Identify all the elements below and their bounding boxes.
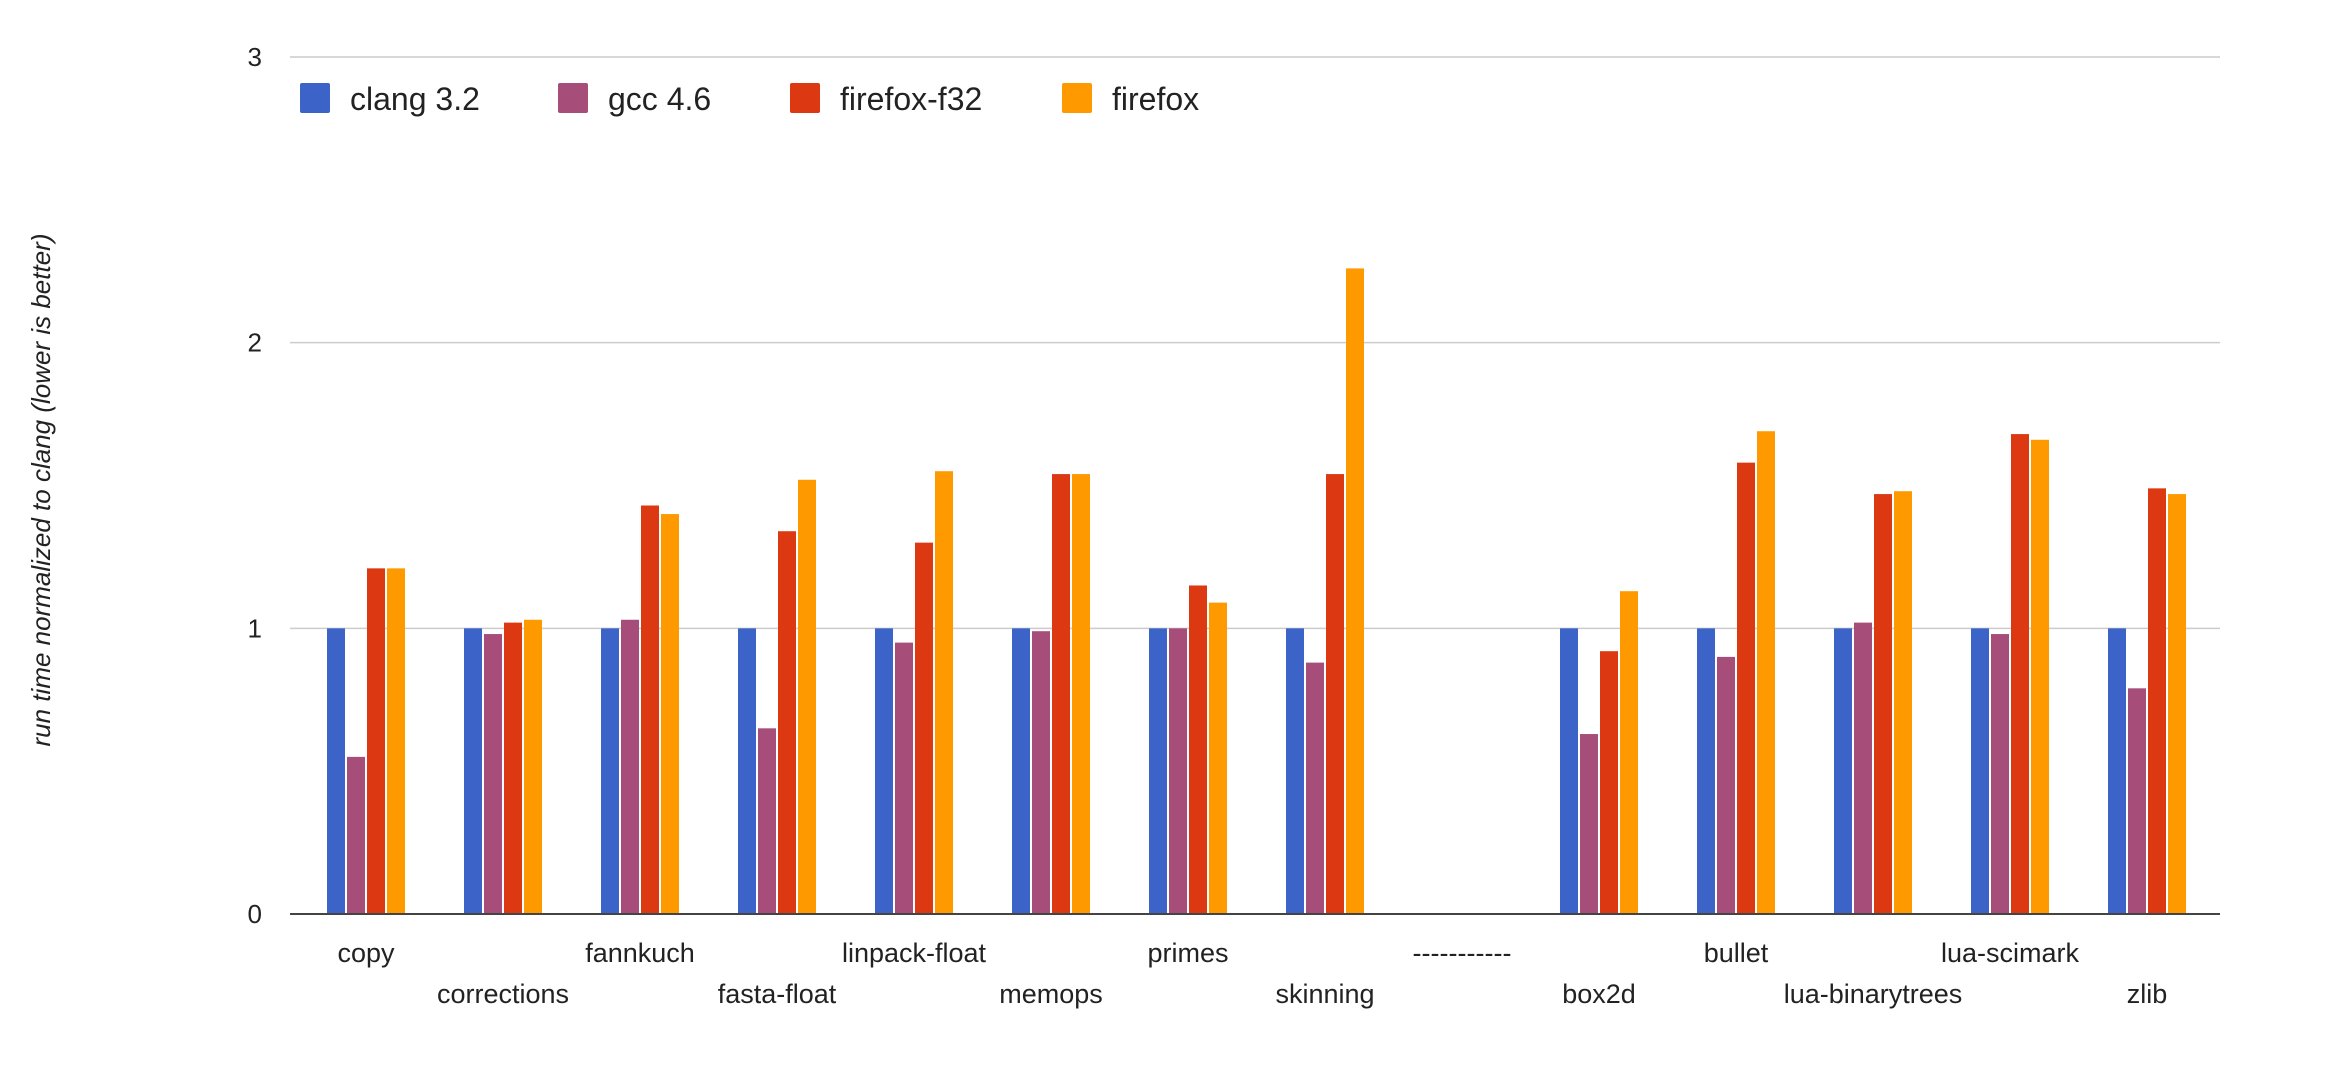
- bar-box2d-firefox: [1620, 591, 1638, 914]
- bar-copy-firefox-f32: [367, 568, 385, 914]
- bar-copy-clang-3.2: [327, 628, 345, 914]
- x-tick-label: bullet: [1704, 938, 1769, 968]
- bar-box2d-gcc-4.6: [1580, 734, 1598, 914]
- x-tick-label: memops: [999, 979, 1103, 1009]
- bars: [327, 268, 2186, 915]
- x-tick-label: linpack-float: [842, 938, 987, 968]
- bar-zlib-firefox: [2168, 494, 2186, 914]
- bar-fasta-float-clang-3.2: [738, 628, 756, 914]
- x-tick-label: skinning: [1275, 979, 1374, 1009]
- bar-fasta-float-firefox-f32: [778, 531, 796, 914]
- y-axis-label: run time normalized to clang (lower is b…: [26, 234, 56, 747]
- bar-bullet-firefox-f32: [1737, 462, 1755, 914]
- bar-box2d-clang-3.2: [1560, 628, 1578, 914]
- bar-skinning-firefox-f32: [1326, 474, 1344, 914]
- bar-fannkuch-gcc-4.6: [621, 619, 639, 914]
- bar-bullet-clang-3.2: [1697, 628, 1715, 914]
- bar-lua-scimark-clang-3.2: [1971, 628, 1989, 914]
- legend-label: firefox: [1112, 81, 1199, 117]
- bar-corrections-gcc-4.6: [484, 634, 502, 914]
- x-tick-label: copy: [337, 938, 395, 968]
- bar-linpack-float-firefox-f32: [915, 542, 933, 914]
- y-tick-label: 2: [248, 328, 262, 358]
- x-tick-label: zlib: [2127, 979, 2168, 1009]
- bar-lua-binarytrees-firefox-f32: [1874, 494, 1892, 914]
- gridlines: [290, 56, 2220, 630]
- bar-fasta-float-gcc-4.6: [758, 728, 776, 914]
- bar-skinning-gcc-4.6: [1306, 662, 1324, 914]
- legend-swatch-clang-3.2: [300, 83, 330, 113]
- x-tick-label: lua-scimark: [1941, 938, 2080, 968]
- bar-linpack-float-gcc-4.6: [895, 642, 913, 914]
- bar-copy-firefox: [387, 568, 405, 914]
- bar-linpack-float-clang-3.2: [875, 628, 893, 914]
- bar-skinning-firefox: [1346, 268, 1364, 915]
- x-tick-label: box2d: [1562, 979, 1636, 1009]
- bar-lua-binarytrees-gcc-4.6: [1854, 622, 1872, 914]
- bar-corrections-clang-3.2: [464, 628, 482, 914]
- x-tick-label: corrections: [437, 979, 569, 1009]
- bar-primes-firefox: [1209, 602, 1227, 914]
- bar-fasta-float-firefox: [798, 479, 816, 914]
- legend-label: firefox-f32: [840, 81, 982, 117]
- legend-swatch-firefox: [1062, 83, 1092, 113]
- bar-lua-scimark-gcc-4.6: [1991, 634, 2009, 914]
- bar-fannkuch-firefox: [661, 514, 679, 914]
- bar-bullet-gcc-4.6: [1717, 656, 1735, 914]
- bar-primes-firefox-f32: [1189, 585, 1207, 914]
- legend-label: gcc 4.6: [608, 81, 711, 117]
- y-tick-labels: 0 1 2 3: [248, 42, 262, 929]
- bar-primes-clang-3.2: [1149, 628, 1167, 914]
- x-tick-label: -----------: [1413, 938, 1512, 968]
- legend: clang 3.2 gcc 4.6 firefox-f32 firefox: [300, 81, 1199, 117]
- bar-linpack-float-firefox: [935, 471, 953, 914]
- bar-memops-clang-3.2: [1012, 628, 1030, 914]
- y-tick-label: 3: [248, 42, 262, 72]
- bar-lua-scimark-firefox-f32: [2011, 434, 2029, 914]
- bar-copy-gcc-4.6: [347, 756, 365, 914]
- bar-lua-scimark-firefox: [2031, 439, 2049, 914]
- x-tick-label: fannkuch: [585, 938, 695, 968]
- x-tick-label: primes: [1147, 938, 1228, 968]
- bar-bullet-firefox: [1757, 431, 1775, 914]
- x-tick-label: fasta-float: [718, 979, 837, 1009]
- bar-zlib-clang-3.2: [2108, 628, 2126, 914]
- bar-corrections-firefox-f32: [504, 622, 522, 914]
- bar-fannkuch-clang-3.2: [601, 628, 619, 914]
- bar-corrections-firefox: [524, 619, 542, 914]
- bar-lua-binarytrees-firefox: [1894, 491, 1912, 914]
- x-tick-labels: copy corrections fannkuch fasta-floatlinpac…: [337, 938, 2167, 1009]
- bar-zlib-gcc-4.6: [2128, 688, 2146, 914]
- bar-memops-firefox-f32: [1052, 474, 1070, 914]
- bar-fannkuch-firefox-f32: [641, 505, 659, 914]
- bar-memops-gcc-4.6: [1032, 631, 1050, 914]
- y-tick-label: 0: [248, 899, 262, 929]
- legend-swatch-gcc-4.6: [558, 83, 588, 113]
- x-tick-label: lua-binarytrees: [1784, 979, 1963, 1009]
- bar-box2d-firefox-f32: [1600, 651, 1618, 914]
- bar-primes-gcc-4.6: [1169, 628, 1187, 914]
- bar-skinning-clang-3.2: [1286, 628, 1304, 914]
- legend-swatch-firefox-f32: [790, 83, 820, 113]
- bar-zlib-firefox-f32: [2148, 488, 2166, 914]
- legend-label: clang 3.2: [350, 81, 480, 117]
- bar-memops-firefox: [1072, 474, 1090, 914]
- bar-lua-binarytrees-clang-3.2: [1834, 628, 1852, 914]
- y-tick-label: 1: [248, 613, 262, 643]
